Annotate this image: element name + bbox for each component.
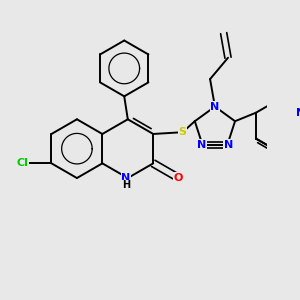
Text: O: O [174, 173, 183, 183]
Text: N: N [224, 140, 233, 150]
Text: N: N [122, 173, 130, 183]
Text: N: N [210, 102, 220, 112]
Text: N: N [197, 140, 206, 150]
Text: Cl: Cl [16, 158, 28, 168]
Text: S: S [178, 127, 187, 137]
Text: N: N [296, 108, 300, 118]
Text: H: H [122, 180, 130, 190]
